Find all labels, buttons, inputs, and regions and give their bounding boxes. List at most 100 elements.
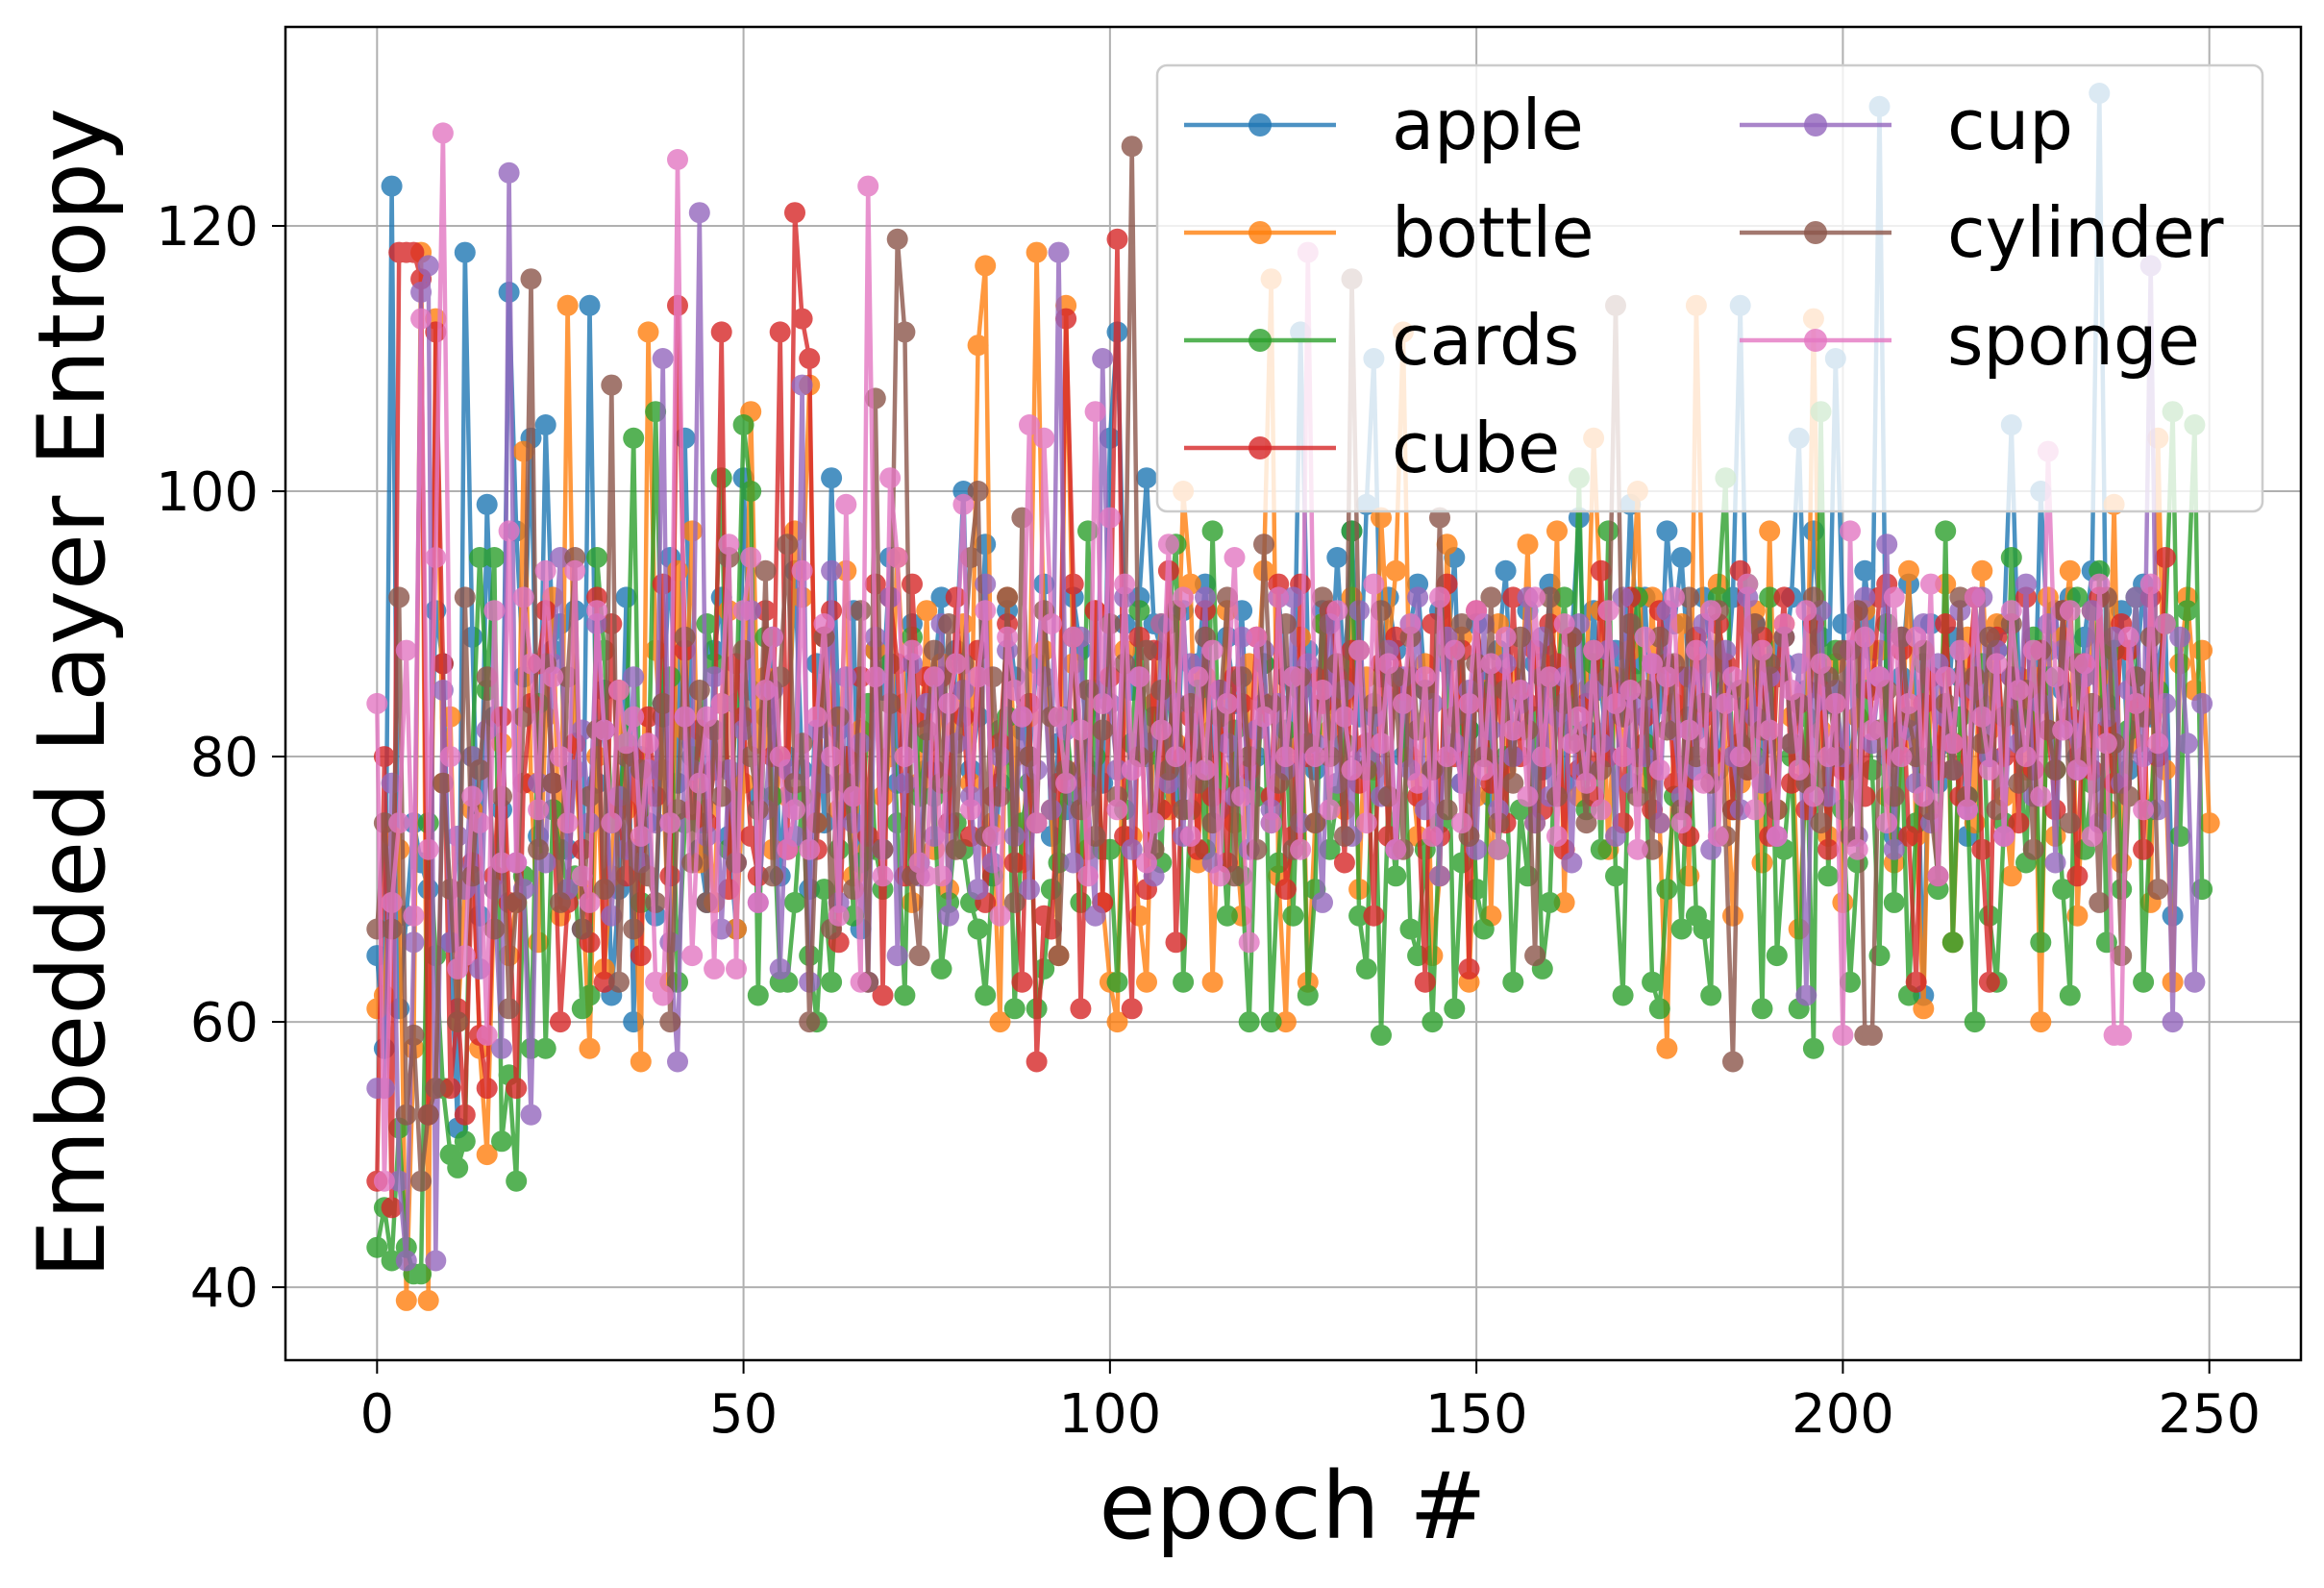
- data-point-cylinder: [498, 998, 520, 1020]
- data-point-cylinder: [879, 692, 902, 714]
- data-point-sponge: [835, 493, 857, 515]
- data-point-bottle: [989, 1011, 1011, 1033]
- data-point-cards: [747, 984, 769, 1006]
- legend-label: sponge: [1947, 300, 2200, 381]
- data-point-cup: [1561, 852, 1583, 874]
- data-point-sponge: [1312, 680, 1333, 701]
- data-point-sponge: [476, 1024, 498, 1046]
- data-point-sponge: [2066, 758, 2089, 781]
- data-point-cube: [1773, 586, 1795, 608]
- data-point-cards: [967, 918, 989, 940]
- data-point-sponge: [1319, 799, 1341, 821]
- data-point-cards: [366, 1236, 388, 1258]
- data-point-cube: [1458, 957, 1480, 980]
- data-point-cup: [550, 547, 571, 568]
- data-point-sponge: [997, 626, 1019, 648]
- data-point-cards: [1472, 918, 1495, 940]
- data-point-cylinder: [2059, 812, 2081, 834]
- data-point-sponge: [1524, 586, 1546, 608]
- data-point-sponge: [1040, 613, 1062, 634]
- data-point-sponge: [704, 957, 726, 980]
- data-point-cards: [483, 547, 506, 568]
- data-point-cube: [1971, 838, 1993, 860]
- data-point-cup: [491, 1037, 512, 1059]
- data-point-sponge: [1949, 639, 1971, 661]
- data-point-cylinder: [571, 918, 593, 940]
- legend-marker: [1249, 113, 1272, 136]
- legend-marker: [1249, 221, 1272, 244]
- data-point-bottle: [1971, 559, 1993, 582]
- data-point-bottle: [556, 294, 579, 316]
- data-point-cards: [1964, 1011, 1986, 1033]
- data-point-sponge: [2015, 746, 2037, 768]
- data-point-sponge: [579, 891, 601, 913]
- data-point-sponge: [1231, 785, 1253, 807]
- data-point-cylinder: [1575, 812, 1597, 834]
- data-point-cube: [593, 971, 615, 993]
- data-point-cube: [2133, 838, 2155, 860]
- data-point-cup: [410, 282, 433, 303]
- data-point-sponge: [2074, 653, 2095, 675]
- data-point-sponge: [923, 666, 945, 688]
- data-point-sponge: [667, 149, 688, 170]
- data-point-cards: [454, 1130, 476, 1153]
- data-point-cylinder: [506, 891, 528, 913]
- data-point-sponge: [799, 838, 821, 860]
- data-point-cylinder: [1642, 838, 1664, 860]
- data-point-sponge: [1157, 533, 1179, 556]
- data-point-sponge: [1868, 666, 1891, 688]
- data-point-cube: [710, 321, 732, 343]
- data-point-cup: [2169, 626, 2191, 648]
- data-point-sponge: [542, 666, 564, 688]
- data-point-cup: [1048, 241, 1070, 263]
- data-point-sponge: [1876, 812, 1898, 834]
- data-point-sponge: [975, 600, 997, 622]
- series-layer: [366, 83, 2220, 1311]
- data-point-sponge: [2081, 825, 2103, 847]
- data-point-sponge: [1575, 772, 1597, 794]
- data-point-sponge: [520, 653, 542, 675]
- data-point-sponge: [850, 971, 872, 993]
- data-point-cards: [1355, 957, 1377, 980]
- data-point-cards: [1642, 971, 1664, 993]
- series-cylinder: [366, 136, 2169, 1192]
- data-point-cylinder: [754, 559, 777, 582]
- data-point-cylinder: [395, 1104, 417, 1126]
- data-point-cup: [388, 1170, 410, 1192]
- data-point-sponge: [1905, 626, 1927, 648]
- data-point-sponge: [1964, 586, 1986, 608]
- data-point-cup: [835, 666, 857, 688]
- data-point-cube: [1817, 838, 1840, 860]
- data-point-sponge: [1795, 600, 1817, 622]
- data-point-cards: [1399, 918, 1422, 940]
- data-point-cards: [1553, 586, 1575, 608]
- data-point-cube: [2066, 865, 2089, 887]
- data-point-bottle: [637, 321, 659, 343]
- data-point-apple: [930, 586, 952, 608]
- data-point-cards: [2133, 971, 2155, 993]
- data-point-apple: [1854, 559, 1876, 582]
- data-point-cards: [506, 1170, 528, 1192]
- data-point-cylinder: [410, 1170, 433, 1192]
- data-point-cylinder: [2044, 758, 2066, 781]
- data-point-sponge: [1898, 692, 1919, 714]
- data-point-cards: [623, 427, 645, 449]
- data-point-sponge: [1070, 719, 1092, 741]
- data-point-sponge: [813, 613, 835, 634]
- data-point-sponge: [1260, 812, 1282, 834]
- data-point-cube: [1333, 852, 1355, 874]
- data-point-cards: [784, 891, 805, 913]
- data-point-sponge: [1026, 812, 1048, 834]
- data-point-sponge: [718, 533, 740, 556]
- data-point-sponge: [608, 680, 630, 701]
- data-point-cards: [1444, 998, 1466, 1020]
- data-point-sponge: [821, 746, 843, 768]
- data-point-cylinder: [1524, 945, 1546, 967]
- y-tick-label: 120: [156, 196, 259, 259]
- data-point-cylinder: [1253, 533, 1274, 556]
- data-point-sponge: [1832, 1024, 1854, 1046]
- data-point-cup: [704, 666, 726, 688]
- data-point-cylinder: [1949, 586, 1971, 608]
- data-point-cards: [1605, 865, 1626, 887]
- data-point-cylinder: [710, 785, 732, 807]
